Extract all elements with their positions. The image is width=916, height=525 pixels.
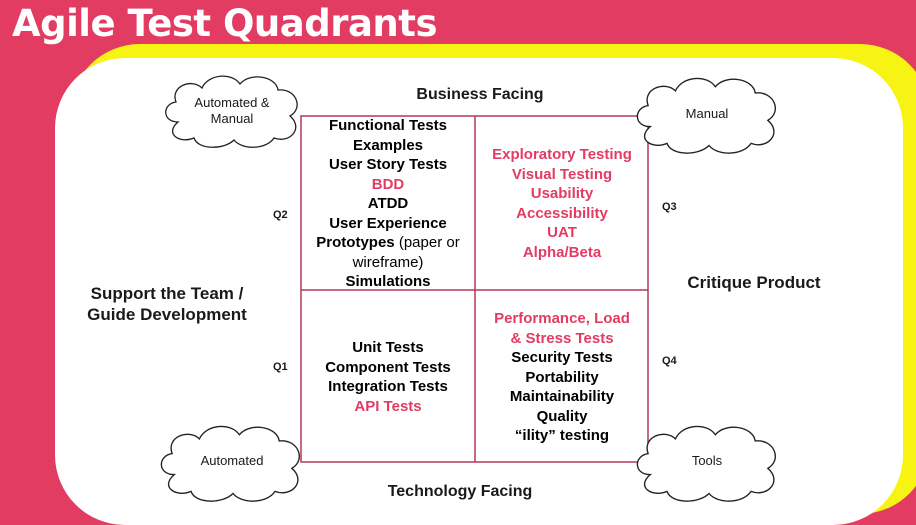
axis-left-label-line2: Guide Development [87,305,247,324]
q2-bdd: BDD [371,175,405,193]
quadrant-label-q3: Q3 [662,201,677,213]
q3-exploratory: Exploratory Testing [492,146,632,163]
q1-unit-tests: Unit Tests [352,339,424,356]
q2-examples: Examples [352,136,424,154]
q3-alpha-beta: Alpha/Beta [522,243,602,261]
cloud-top-left-label-line1: Automated & [194,95,270,110]
q2-prototypes-note: (paper or [394,234,460,251]
q2-prototypes-line: Prototypes (paper or [302,233,474,253]
q3-uat: UAT [547,224,577,241]
q4-portability: Portability [525,368,599,386]
q2-user-experience: User Experience [329,214,447,232]
q2-wireframe-note: wireframe) [352,253,424,271]
cloud-bottom-left-icon [160,425,300,502]
q2-atdd: ATDD [367,195,409,212]
cloud-bottom-left-label: Automated [200,453,264,468]
q4-quality: Quality [536,407,588,425]
q1-integration-tests: Integration Tests [328,378,448,395]
quadrant-q2-content: Functional Tests Examples User Story Tes… [302,116,474,292]
quadrant-label-q2: Q2 [273,209,288,221]
cloud-top-left-label-line2: Manual [210,111,254,126]
quadrant-label-q4: Q4 [662,355,677,367]
q2-simulations: Simulations [345,273,431,290]
q1-api-tests: API Tests [354,397,422,415]
quadrant-q3-content: Exploratory Testing Visual Testing Usabi… [476,145,648,262]
quadrant-q4-content: Performance, Load & Stress Tests Securit… [476,309,648,446]
cloud-bottom-right-icon [636,425,776,502]
cloud-top-left-icon [165,75,298,148]
q3-accessibility: Accessibility [516,204,608,222]
q4-performance-line2: & Stress Tests [510,329,614,347]
q2-user-story-tests: User Story Tests [328,156,448,173]
q2-functional-tests: Functional Tests [328,117,448,134]
quadrant-label-q1: Q1 [273,361,288,373]
quadrant-q1-content: Unit Tests Component Tests Integration T… [302,338,474,416]
q1-component-tests: Component Tests [325,358,451,376]
q3-visual: Visual Testing [511,165,613,183]
page-title: Agile Test Quadrants [12,2,438,45]
cloud-bottom-right-label: Tools [691,453,723,468]
axis-top-label: Business Facing [416,86,544,103]
q2-prototypes: Prototypes [316,234,395,251]
cloud-top-right-icon [636,77,776,154]
axis-left-label-line1: Support the Team / [90,284,244,303]
q4-maintainability: Maintainability [509,388,615,405]
axis-left-label: Support the Team / Guide Development [62,283,272,325]
cloud-top-right-label: Manual [685,106,729,121]
q3-usability: Usability [530,185,594,202]
q4-ility-testing: “ility” testing [514,427,610,444]
q4-performance-line1: Performance, Load [494,310,630,327]
axis-right-label: Critique Product [687,273,821,292]
q4-security-tests: Security Tests [511,349,613,366]
axis-bottom-label: Technology Facing [387,483,533,500]
